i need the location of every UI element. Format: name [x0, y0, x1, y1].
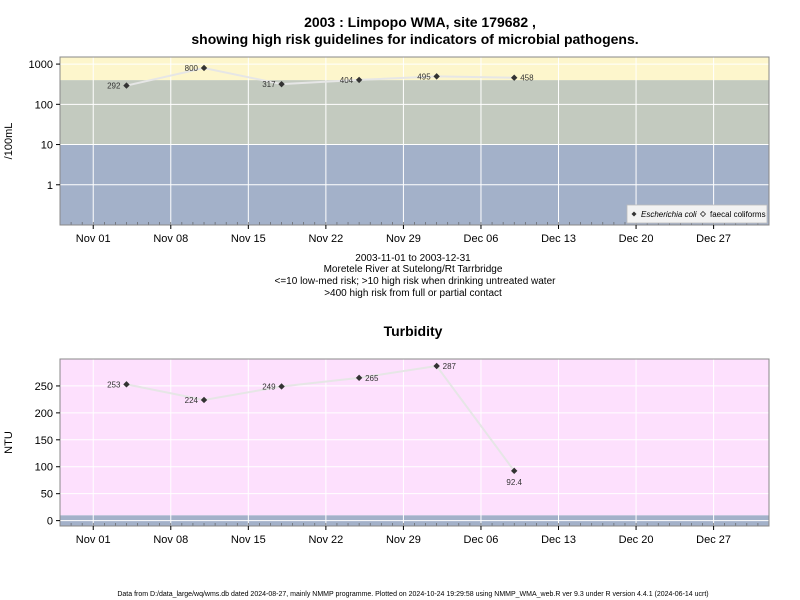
data-point: [355, 374, 363, 382]
data-point: [278, 80, 285, 88]
y-axis-title: /100mL: [3, 123, 15, 160]
legend-label-ecoli: Escherichia coli: [641, 210, 697, 219]
data-label: 265: [365, 374, 379, 383]
band-turbidity_bg: [60, 359, 769, 516]
legend-label-faecal: faecal coliforms: [710, 210, 766, 219]
x-tick-label: Nov 29: [386, 233, 421, 245]
x-tick-label: Dec 06: [464, 233, 499, 245]
data-label: 458: [520, 74, 534, 83]
y-axis-title: NTU: [3, 431, 15, 454]
y-tick-label: 200: [35, 408, 53, 420]
y-tick-label: 250: [35, 381, 53, 393]
legend-box: [626, 204, 768, 224]
data-label: 287: [443, 362, 457, 371]
data-point: [123, 82, 130, 89]
data-point: [511, 74, 518, 81]
y-tick-label: 0: [47, 516, 53, 528]
series-line: [126, 364, 516, 472]
data-label: 249: [262, 382, 276, 391]
x-tick-label: Dec 27: [696, 534, 731, 546]
x-tick-label: Nov 01: [76, 534, 111, 546]
data-point: [433, 73, 440, 80]
series-line: [126, 66, 515, 87]
legend-marker-faecal: [699, 210, 707, 218]
panel-border: [59, 358, 770, 527]
x-tick-label: Dec 20: [619, 534, 654, 546]
chart-title-line-2: showing high risk guidelines for indicat…: [191, 31, 638, 47]
data-label: 253: [107, 380, 121, 389]
y-tick-label: 50: [41, 489, 53, 501]
x-tick-label: Dec 13: [541, 534, 576, 546]
x-tick-label: Nov 22: [308, 534, 343, 546]
data-label: 404: [340, 76, 354, 85]
legend-marker-ecoli: [631, 211, 637, 217]
x-tick-label: Nov 01: [76, 233, 111, 245]
panel-border: [59, 56, 770, 226]
x-tick-label: Nov 29: [386, 534, 421, 546]
x-tick-label: Dec 27: [696, 233, 731, 245]
data-label: 292: [107, 82, 121, 91]
y-tick-label: 100: [35, 99, 53, 111]
footer-note: Data from D:/data_large/wq/wms.db dated …: [117, 591, 708, 598]
x-tick-label: Nov 08: [153, 534, 188, 546]
info-line-4: >400 high risk from full or partial cont…: [324, 288, 502, 299]
band-mid_band: [60, 80, 769, 145]
y-tick-label: 10: [41, 140, 53, 152]
x-tick-label: Nov 15: [231, 233, 266, 245]
chart-title-line-1: 2003 : Limpopo WMA, site 179682 ,: [304, 14, 536, 30]
data-point: [123, 381, 130, 388]
data-point: [433, 362, 440, 370]
data-label: 92.4: [506, 478, 522, 487]
info-line-1: 2003-11-01 to 2003-12-31: [355, 253, 471, 264]
x-tick-label: Nov 22: [308, 233, 343, 245]
data-label: 800: [185, 64, 199, 73]
ecoli-panel: 1 10 100 1000 Nov 01 Nov 08 Nov 15 Nov 22 Nov 29…: [3, 56, 770, 245]
info-line-2: Moretele River at Sutelong/Rt Tarrbridge: [324, 264, 503, 275]
x-tick-label: Dec 20: [619, 233, 654, 245]
x-tick-label: Dec 13: [541, 233, 576, 245]
data-point: [511, 467, 518, 475]
x-tick-label: Nov 15: [231, 534, 266, 546]
data-point: [355, 76, 363, 84]
y-tick-label: 1: [47, 180, 53, 192]
x-tick-label: Dec 06: [464, 534, 499, 546]
turbidity-panel: 0 50 100 150 200 250 Nov 01 Nov 08 Nov 15 Nov 22 N…: [3, 358, 770, 546]
x-tick-label: Nov 08: [153, 233, 188, 245]
y-tick-label: 100: [35, 462, 53, 474]
y-tick-label: 150: [35, 435, 53, 447]
info-line-3: <=10 low-med risk; >10 high risk when dr…: [275, 276, 557, 287]
turbidity-title: Turbidity: [384, 323, 443, 339]
data-point: [200, 64, 208, 72]
y-tick-label: 1000: [29, 59, 53, 71]
data-point: [278, 383, 285, 390]
data-label: 495: [417, 72, 431, 81]
data-label: 224: [185, 396, 199, 405]
data-label: 317: [262, 80, 276, 89]
data-point: [200, 396, 208, 404]
